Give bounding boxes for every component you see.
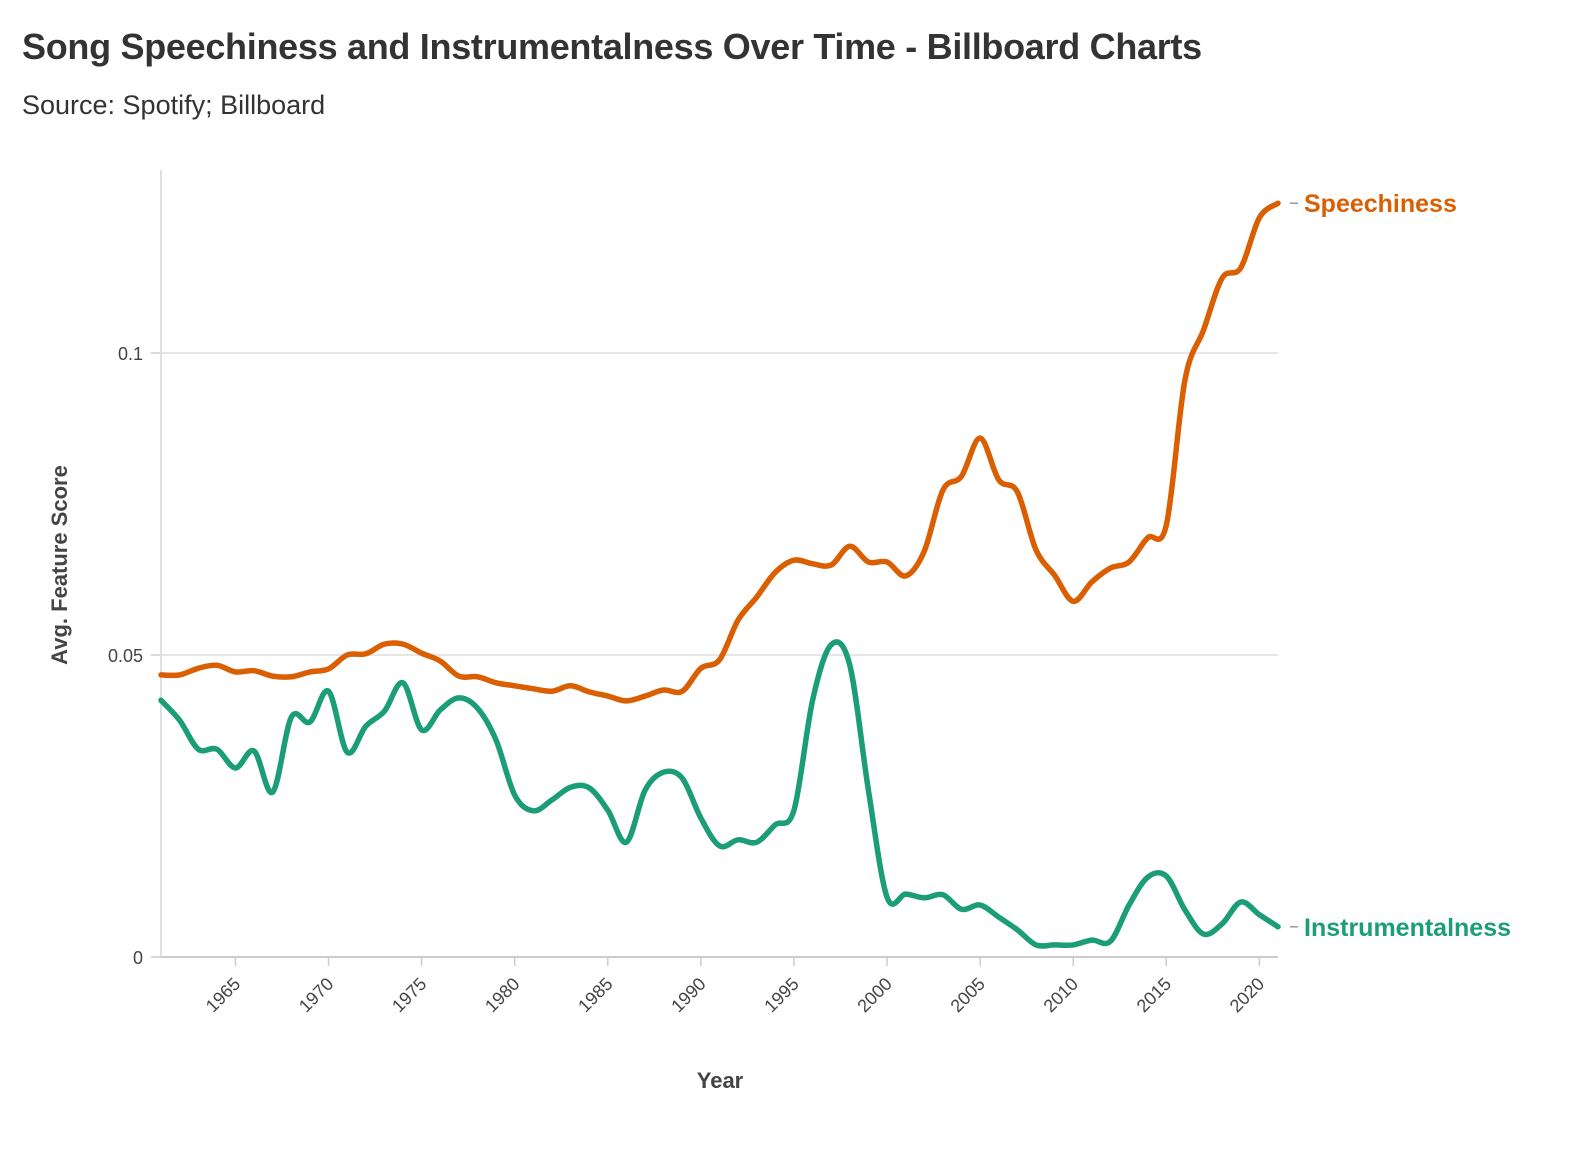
series-lines: [158, 200, 1281, 949]
speechiness-series-label: Speechiness: [1304, 190, 1457, 218]
instrumentalness-line: [158, 639, 1281, 949]
x-tick-label: 1985: [574, 974, 616, 1016]
axes: 0 0.05 0.1 1965 1970 1975 1980 1985 1990 1995 2000…: [108, 170, 1278, 1016]
x-tick-label: 2020: [1226, 974, 1268, 1016]
x-tick-label: 1975: [388, 974, 430, 1016]
x-tick-label: 1965: [202, 974, 244, 1016]
instrumentalness-series-label: Instrumentalness: [1304, 914, 1511, 942]
y-tick-label: 0.05: [108, 646, 143, 666]
series-labels: Speechiness Instrumentalness: [1290, 190, 1511, 942]
chart-subtitle: Source: Spotify; Billboard: [22, 90, 326, 120]
x-tick-label: 2010: [1040, 974, 1082, 1016]
y-tick-label: 0.1: [118, 344, 143, 364]
x-tick-label: 2015: [1133, 974, 1175, 1016]
x-tick-label: 1995: [760, 974, 802, 1016]
x-tick-label: 1990: [667, 974, 709, 1016]
x-tick-label: 2005: [947, 974, 989, 1016]
x-tick-label: 1980: [481, 974, 523, 1016]
x-axis-label: Year: [697, 1068, 744, 1093]
chart-title: Song Speechiness and Instrumentalness Ov…: [22, 26, 1202, 67]
grid-lines: [161, 352, 1278, 656]
x-tick-label: 2000: [853, 974, 895, 1016]
speechiness-line: [158, 200, 1281, 704]
x-tick-label: 1970: [295, 974, 337, 1016]
y-axis-label: Avg. Feature Score: [47, 465, 72, 665]
y-tick-label: 0: [133, 948, 143, 968]
